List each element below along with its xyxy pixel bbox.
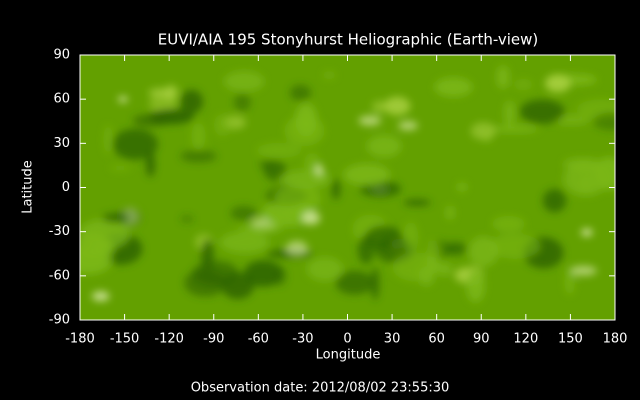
texture-blob — [112, 128, 159, 160]
texture-blob — [279, 170, 331, 189]
texture-blob — [331, 178, 341, 200]
texture-blob — [544, 74, 571, 93]
texture-blob — [418, 266, 435, 286]
texture-blob — [490, 125, 539, 133]
chart-title: EUVI/AIA 195 Stonyhurst Heliographic (Ea… — [158, 31, 539, 49]
x-tick-label: 30 — [384, 332, 401, 347]
y-tick-label: 30 — [53, 136, 70, 151]
texture-blob — [149, 108, 195, 125]
texture-blob — [343, 163, 390, 186]
plot-area — [80, 55, 615, 320]
texture-blob — [80, 246, 112, 275]
y-axis-label: Latitude — [21, 160, 36, 214]
x-tick-label: -150 — [110, 332, 140, 347]
texture-blob — [302, 211, 321, 225]
texture-blob — [286, 240, 308, 256]
x-tick-label: 60 — [428, 332, 445, 347]
texture-blob — [306, 257, 343, 282]
texture-blob — [191, 122, 206, 150]
texture-blob — [335, 270, 374, 295]
texture-blob — [542, 189, 567, 213]
texture-blob — [398, 120, 418, 131]
y-tick-label: -90 — [49, 313, 70, 328]
texture-blob — [403, 199, 431, 206]
texture-blob — [237, 224, 285, 234]
texture-blob — [563, 162, 609, 196]
texture-blob — [103, 124, 113, 155]
texture-blob — [180, 149, 217, 163]
texture-blob — [223, 71, 265, 92]
texture-blob — [491, 216, 526, 232]
texture-blob — [91, 291, 110, 302]
texture-blob — [102, 213, 130, 223]
texture-blob — [289, 84, 312, 102]
y-tick-label: 0 — [62, 180, 70, 195]
image-texture — [80, 65, 615, 303]
x-tick-label: 0 — [343, 332, 351, 347]
texture-blob — [213, 114, 232, 137]
texture-blob — [233, 93, 251, 112]
texture-blob — [322, 70, 336, 80]
texture-blob — [230, 205, 258, 221]
texture-blob — [445, 242, 467, 256]
texture-blob — [146, 151, 155, 178]
texture-blob — [489, 233, 541, 259]
texture-blob — [514, 78, 533, 91]
texture-blob — [357, 235, 375, 265]
texture-blob — [496, 65, 510, 89]
texture-blob — [519, 99, 565, 124]
texture-blob — [192, 260, 239, 286]
texture-blob — [220, 231, 270, 254]
texture-blob — [581, 228, 593, 237]
footer: Observation date: 2012/08/02 23:55:30 — [191, 381, 450, 396]
texture-blob — [470, 122, 496, 140]
texture-blob — [256, 142, 302, 159]
texture-blob — [593, 112, 615, 131]
texture-blob — [80, 219, 130, 249]
texture-blob — [403, 221, 419, 253]
texture-blob — [569, 265, 597, 276]
y-tick-label: 60 — [53, 92, 70, 107]
texture-blob — [366, 135, 402, 158]
texture-blob — [564, 267, 575, 295]
texture-blob — [372, 100, 387, 114]
x-tick-label: 150 — [558, 332, 583, 347]
texture-blob — [383, 96, 411, 116]
y-tick-label: -60 — [49, 268, 70, 283]
texture-blob — [259, 159, 273, 170]
x-tick-label: 120 — [513, 332, 538, 347]
texture-blob — [553, 115, 590, 125]
x-axis-label: Longitude — [316, 348, 381, 363]
texture-blob — [466, 269, 485, 303]
texture-blob — [180, 215, 194, 223]
x-tick-label: -180 — [65, 332, 95, 347]
axes: -180 -150 -120 -90 -60 -30 0 30 60 90 120 150 180 -90… — [49, 48, 628, 347]
texture-blob — [434, 77, 473, 97]
texture-blob — [109, 164, 132, 172]
y-tick-label: -30 — [49, 224, 70, 239]
x-tick-label: -90 — [203, 332, 224, 347]
texture-blob — [149, 93, 177, 113]
x-tick-label: -60 — [248, 332, 269, 347]
texture-blob — [243, 260, 283, 287]
x-tick-label: 180 — [603, 332, 628, 347]
texture-blob — [295, 102, 318, 137]
texture-blob — [118, 96, 128, 103]
texture-blob — [436, 262, 453, 277]
texture-blob — [358, 115, 382, 126]
texture-blob — [468, 236, 499, 267]
texture-blob — [457, 182, 467, 192]
x-tick-label: -30 — [292, 332, 313, 347]
texture-blob — [446, 205, 455, 220]
x-tick-label: -120 — [154, 332, 184, 347]
texture-blob — [274, 184, 321, 214]
texture-blob — [180, 89, 204, 114]
x-tick-label: 90 — [473, 332, 490, 347]
texture-blob — [370, 267, 380, 301]
texture-blob — [504, 100, 515, 127]
y-tick-label: 90 — [53, 48, 70, 63]
